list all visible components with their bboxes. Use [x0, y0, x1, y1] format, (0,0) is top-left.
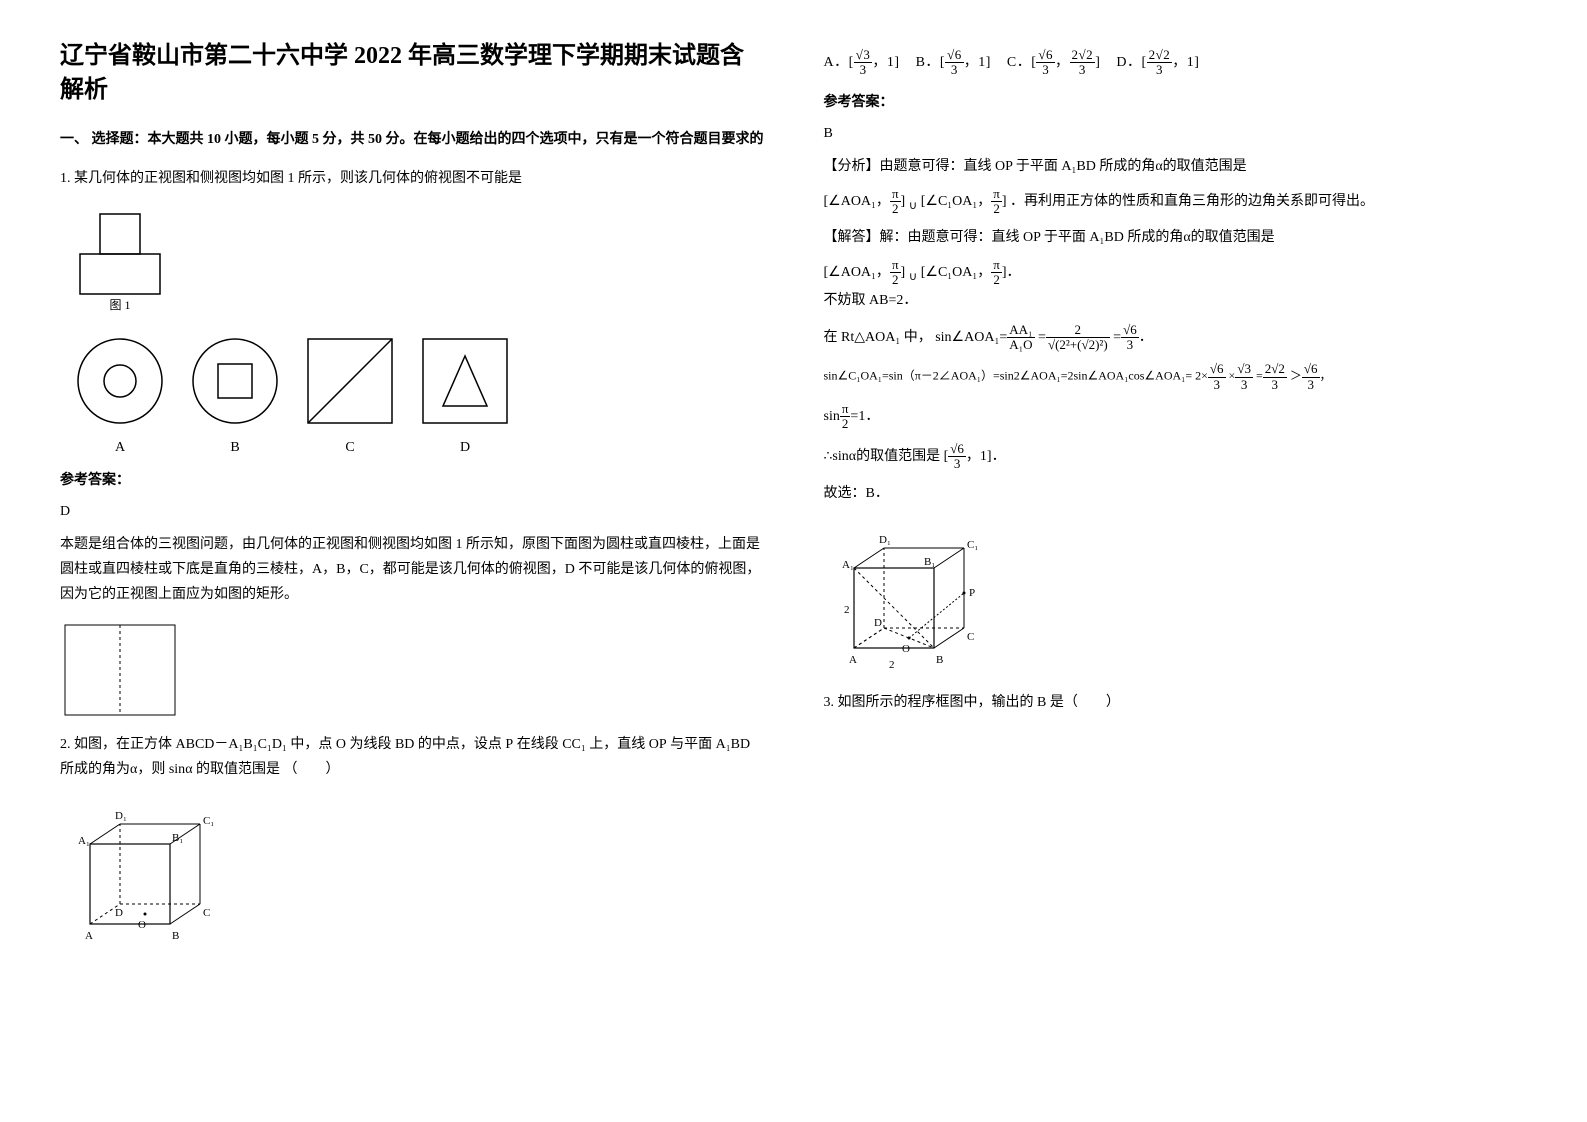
q2-cube-left: A B C D A₁ B₁ C₁ D₁ O — [60, 794, 764, 954]
q2-therefore: ∴sinα的取值范围是 [√63，1]． — [824, 442, 1528, 472]
svg-text:A₁: A₁ — [78, 835, 90, 847]
svg-text:O: O — [138, 919, 146, 931]
question-2-text: 2. 如图，在正方体 ABCD－A₁B₁C₁D₁ 中，点 O 为线段 BD 的中… — [60, 732, 764, 782]
svg-text:2: 2 — [889, 659, 895, 671]
svg-text:P: P — [969, 587, 975, 599]
q1-options-row: A B C D — [60, 326, 764, 456]
q2-answer: B — [824, 121, 1528, 146]
svg-text:B₁: B₁ — [172, 832, 183, 844]
q2-ab2: 不妨取 AB=2． — [824, 288, 1528, 313]
q2-options: A．[√33，1] B．[√63，1] C．[√63，2√23] D．[2√23… — [824, 48, 1528, 78]
section-1-header: 一、 选择题：本大题共 10 小题，每小题 5 分，共 50 分。在每小题给出的… — [60, 127, 764, 152]
page-title: 辽宁省鞍山市第二十六中学 2022 年高三数学理下学期期末试题含解析 — [60, 40, 764, 107]
svg-text:C: C — [203, 907, 210, 919]
svg-text:B₁: B₁ — [924, 556, 935, 568]
q1-figure-1: 图 1 — [60, 204, 764, 314]
question-3-text: 3. 如图所示的程序框图中，输出的 B 是（ ） — [824, 690, 1528, 715]
q2-conclusion: 故选：B． — [824, 481, 1528, 506]
svg-text:A: A — [115, 440, 126, 455]
svg-text:D: D — [460, 440, 470, 455]
fig1-label: 图 1 — [109, 298, 130, 312]
svg-text:D: D — [115, 907, 123, 919]
q2-cube-right: A B C D A₁ B₁ C₁ D₁ O P 2 2 — [824, 518, 1528, 678]
svg-text:B: B — [936, 654, 943, 666]
svg-text:C₁: C₁ — [203, 815, 214, 827]
svg-text:B: B — [172, 930, 179, 942]
svg-text:A₁: A₁ — [842, 559, 854, 571]
svg-text:C: C — [345, 440, 354, 455]
q2-range-2: [∠AOA₁，π2] ∪ [∠C₁OA₁，π2]． — [824, 258, 1528, 288]
question-1-text: 1. 某几何体的正视图和侧视图均如图 1 所示，则该几何体的俯视图不可能是 — [60, 166, 764, 191]
q2-sin-pi2: sinπ2=1． — [824, 402, 1528, 432]
q1-answer: D — [60, 499, 764, 524]
svg-text:C₁: C₁ — [967, 539, 978, 551]
svg-text:D₁: D₁ — [115, 810, 127, 822]
svg-text:B: B — [230, 440, 239, 455]
svg-text:O: O — [902, 643, 910, 655]
svg-text:2: 2 — [844, 604, 850, 616]
q2-rt-equation: 在 Rt△AOA₁ 中， sin∠AOA₁=AA₁A₁O =2√(2²+(√2)… — [824, 323, 1528, 353]
q1-answer-label: 参考答案： — [60, 468, 764, 493]
svg-text:D₁: D₁ — [879, 534, 891, 546]
svg-text:A: A — [849, 654, 857, 666]
svg-text:D: D — [874, 617, 882, 629]
q2-analysis: 【分析】由题意可得：直线 OP 于平面 A₁BD 所成的角α的取值范围是 — [824, 154, 1528, 179]
q2-solve: 【解答】解：由题意可得：直线 OP 于平面 A₁BD 所成的角α的取值范围是 — [824, 225, 1528, 250]
q1-explanation: 本题是组合体的三视图问题，由几何体的正视图和侧视图均如图 1 所示知，原图下面图… — [60, 532, 764, 608]
q2-answer-label: 参考答案： — [824, 90, 1528, 115]
svg-text:C: C — [967, 631, 974, 643]
q1-dashed-figure — [60, 620, 764, 720]
q2-range-1: [∠AOA₁，π2] ∪ [∠C₁OA₁，π2] ．再利用正方体的性质和直角三角… — [824, 187, 1528, 217]
q2-step-equation: sin∠C₁OA₁=sin（π－2∠AOA₁）=sin2∠AOA₁=2sin∠A… — [824, 362, 1528, 392]
svg-text:A: A — [85, 930, 93, 942]
